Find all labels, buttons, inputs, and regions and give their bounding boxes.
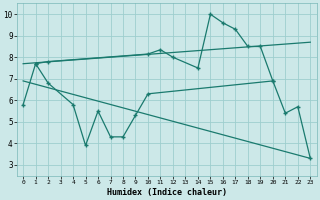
X-axis label: Humidex (Indice chaleur): Humidex (Indice chaleur) [107, 188, 227, 197]
